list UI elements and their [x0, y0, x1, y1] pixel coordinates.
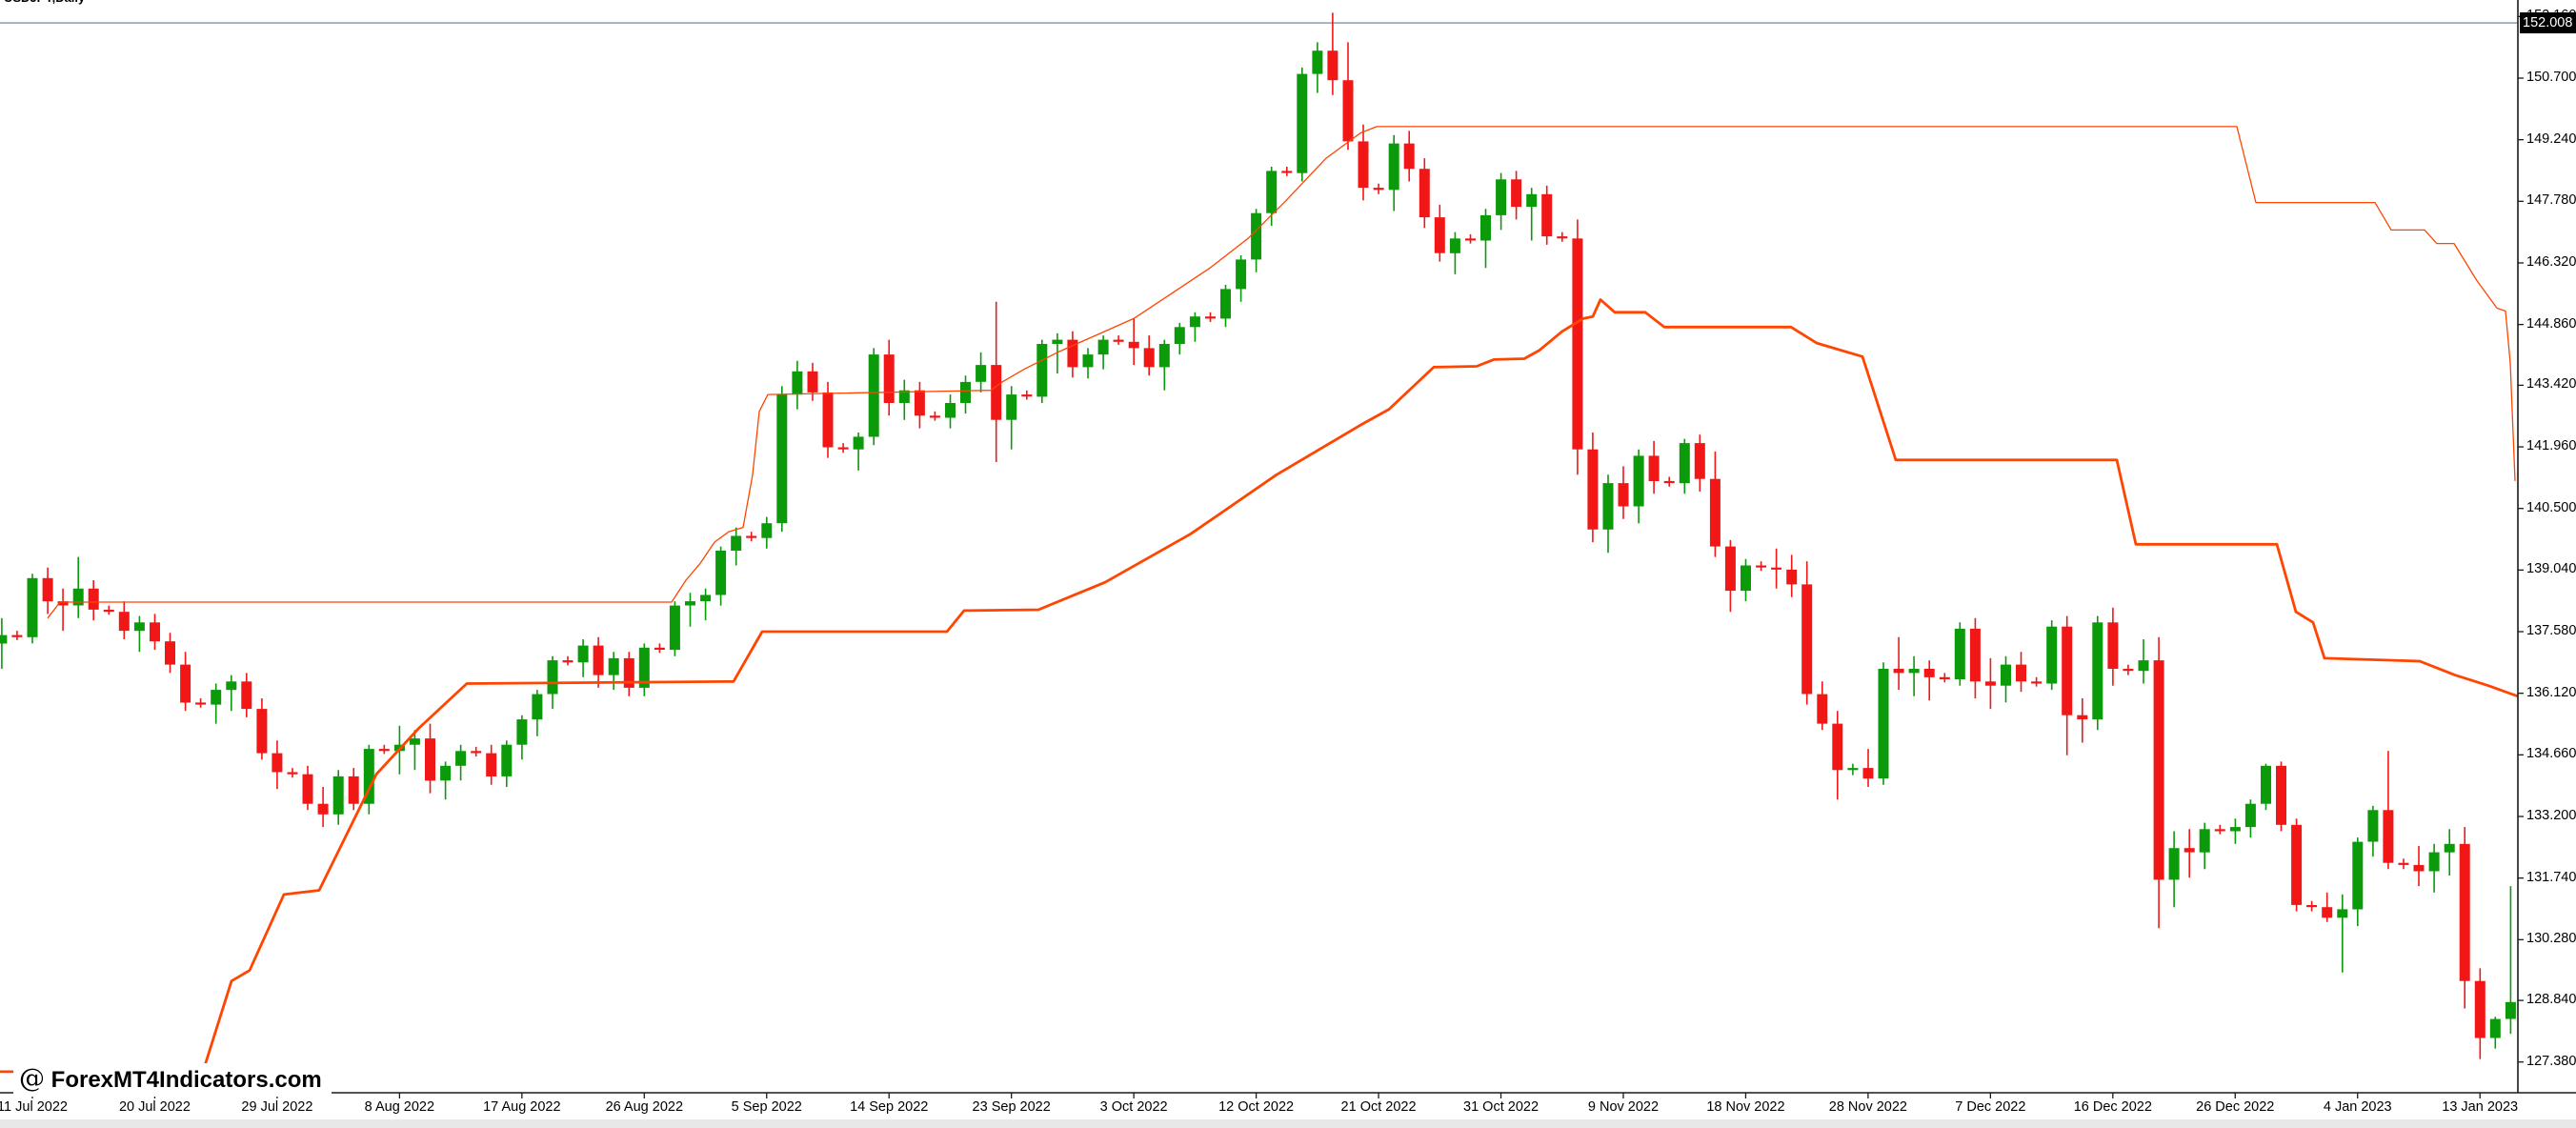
candle-wicks-down	[16, 12, 2482, 1059]
price-tick-label: 150.700	[2526, 70, 2576, 85]
date-tick-label: 21 Oct 2022	[1340, 1099, 1417, 1115]
candle-wicks-up	[1, 42, 2512, 1049]
price-tick-label: 136.120	[2526, 684, 2576, 700]
thin-trailing-step-line	[47, 126, 2516, 619]
current-price-marker: 152.008	[2520, 12, 2576, 33]
price-tick-label: 144.860	[2526, 315, 2576, 332]
date-tick-label: 13 Jan 2023	[2442, 1099, 2519, 1115]
chart-title-clipped: USDJPY,Daily	[4, 0, 85, 6]
price-tick-label: 146.320	[2526, 253, 2576, 270]
date-tick-label: 26 Aug 2022	[605, 1099, 684, 1115]
price-tick-label: 130.280	[2526, 931, 2576, 947]
date-tick-label: 23 Sep 2022	[972, 1099, 1051, 1115]
candle	[0, 634, 8, 644]
price-tick-label: 133.200	[2526, 807, 2576, 823]
price-tick-label: 141.960	[2526, 438, 2576, 454]
watermark-at-icon: @	[19, 1064, 45, 1094]
date-tick-label: 4 Jan 2023	[2323, 1099, 2392, 1115]
price-tick-label: 143.420	[2526, 376, 2576, 393]
date-tick-label: 26 Dec 2022	[2196, 1099, 2275, 1115]
date-tick-label: 12 Oct 2022	[1218, 1099, 1295, 1115]
date-tick-label: 17 Aug 2022	[483, 1099, 561, 1115]
watermark-label: ForexMT4Indicators.com	[50, 1067, 322, 1093]
price-tick-label: 139.040	[2526, 561, 2576, 577]
date-tick-label: 31 Oct 2022	[1463, 1099, 1540, 1115]
price-tick-label: 140.500	[2526, 499, 2576, 515]
date-tick-label: 8 Aug 2022	[364, 1099, 435, 1115]
date-tick-label: 11 Jul 2022	[0, 1099, 68, 1115]
date-tick-label: 14 Sep 2022	[850, 1099, 929, 1115]
date-tick-label: 16 Dec 2022	[2073, 1099, 2152, 1115]
date-tick-label: 20 Jul 2022	[118, 1099, 191, 1115]
price-tick-label: 128.840	[2526, 992, 2576, 1008]
date-tick-label: 3 Oct 2022	[1099, 1099, 1168, 1115]
price-tick-label: 131.740	[2526, 869, 2576, 885]
date-tick-label: 7 Dec 2022	[1955, 1099, 2026, 1115]
thick-support-resistance-step-line	[0, 298, 2518, 1074]
watermark: @ ForexMT4Indicators.com	[13, 1063, 332, 1097]
date-tick-label: 29 Jul 2022	[241, 1099, 313, 1115]
price-tick-label: 134.660	[2526, 746, 2576, 762]
window-bottom-strip	[0, 1119, 2576, 1128]
price-tick-label: 137.580	[2526, 623, 2576, 639]
date-tick-label: 9 Nov 2022	[1587, 1099, 1660, 1115]
price-tick-label: 147.780	[2526, 192, 2576, 209]
price-tick-label: 149.240	[2526, 131, 2576, 147]
date-tick-label: 5 Sep 2022	[731, 1099, 802, 1115]
price-tick-label: 127.380	[2526, 1053, 2576, 1069]
date-tick-label: 18 Nov 2022	[1706, 1099, 1785, 1115]
plot-area[interactable]	[0, 12, 2531, 1074]
date-tick-label: 28 Nov 2022	[1828, 1099, 1908, 1115]
